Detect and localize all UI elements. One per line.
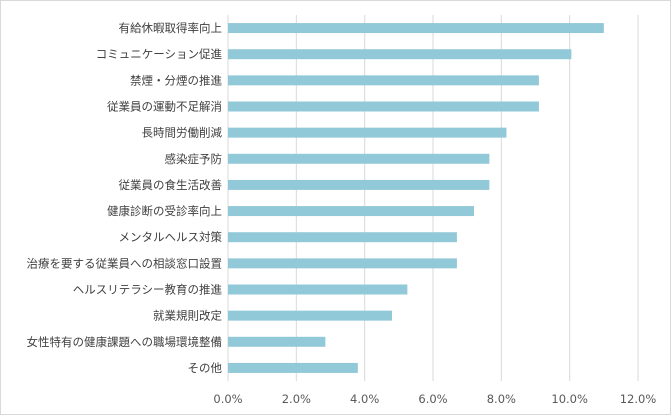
category-label: コミュニケーション促進 <box>96 47 223 61</box>
bar <box>228 75 539 86</box>
bar <box>228 310 392 321</box>
category-labels: 有給休暇取得率向上コミュニケーション促進禁煙・分煙の推進従業員の運動不足解消長時… <box>27 21 223 375</box>
bar <box>228 127 507 138</box>
category-label: 禁煙・分煙の推進 <box>130 73 222 87</box>
x-tick-label: 0.0% <box>213 392 242 406</box>
category-label: 治療を要する従業員への相談窓口設置 <box>27 256 223 270</box>
bar <box>228 153 490 164</box>
bar <box>228 362 358 373</box>
gridlines <box>227 15 639 381</box>
category-label: 感染症予防 <box>165 152 223 166</box>
x-tick-label: 2.0% <box>282 392 311 406</box>
category-label: 就業規則改定 <box>153 309 222 323</box>
x-tick-labels: 0.0% 2.0% 4.0% 6.0% 8.0% 10.0% 12.0% <box>213 392 656 406</box>
bar <box>228 232 457 243</box>
bar <box>228 336 326 347</box>
x-tick-label: 6.0% <box>418 392 447 406</box>
category-label: その他 <box>188 361 223 375</box>
bar <box>228 206 474 217</box>
bar <box>228 49 572 60</box>
category-label: 健康診断の受診率向上 <box>107 204 222 218</box>
x-tick-label: 12.0% <box>620 392 657 406</box>
x-tick-label: 8.0% <box>487 392 516 406</box>
category-label: メンタルヘルス対策 <box>119 230 223 244</box>
x-tick-label: 4.0% <box>350 392 379 406</box>
category-label: 従業員の食生活改善 <box>119 178 223 192</box>
bar <box>228 23 604 34</box>
category-label: 女性特有の健康課題への職場環境整備 <box>27 335 223 349</box>
bar <box>228 179 490 190</box>
bars <box>228 23 604 373</box>
category-label: 長時間労働削減 <box>142 126 223 140</box>
bar <box>228 101 539 112</box>
bar <box>228 284 408 295</box>
category-label: ヘルスリテラシー教育の推進 <box>73 283 223 297</box>
bar <box>228 258 457 269</box>
category-label: 有給休暇取得率向上 <box>119 21 223 35</box>
category-label: 従業員の運動不足解消 <box>107 100 222 114</box>
x-tick-label: 10.0% <box>551 392 588 406</box>
